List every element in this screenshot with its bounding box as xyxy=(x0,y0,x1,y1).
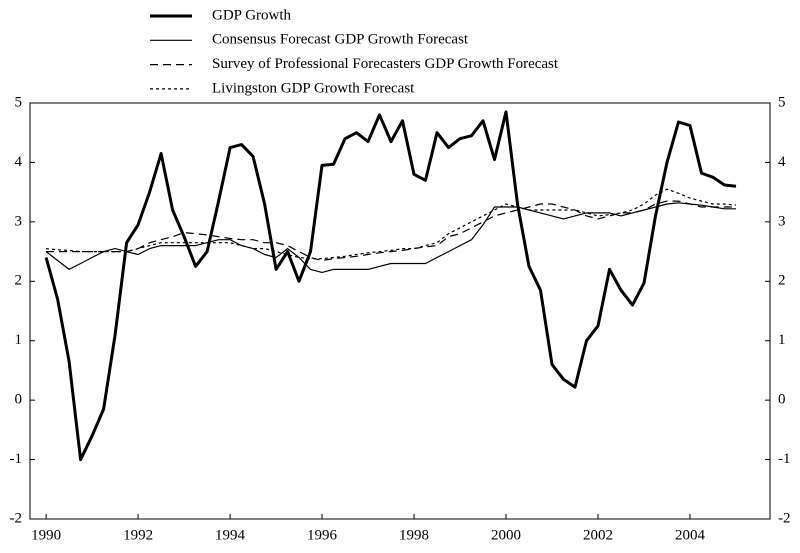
x-tick-label: 2004 xyxy=(675,527,706,543)
y-tick-label: -1 xyxy=(10,451,23,467)
x-tick-label: 1992 xyxy=(123,527,153,543)
y2-tick-label: 1 xyxy=(778,332,786,348)
y-tick-label: -2 xyxy=(10,510,23,526)
y2-tick-label: -1 xyxy=(778,451,791,467)
y2-tick-label: 3 xyxy=(778,213,786,229)
y-tick-label: 3 xyxy=(15,213,23,229)
y2-tick-label: 5 xyxy=(778,94,786,110)
y2-tick-label: -2 xyxy=(778,510,791,526)
series-line xyxy=(44,110,737,462)
y2-tick-label: 4 xyxy=(778,154,786,170)
series-line xyxy=(46,200,736,262)
y2-tick-label: 0 xyxy=(778,392,786,408)
plot-frame xyxy=(29,102,771,520)
x-tick-label: 1994 xyxy=(215,527,246,543)
x-tick-label: 1998 xyxy=(399,527,429,543)
legend-label: Survey of Professional Forecasters GDP G… xyxy=(212,56,559,72)
y-tick-label: 0 xyxy=(15,392,23,408)
legend-label: Consensus Forecast GDP Growth Forecast xyxy=(212,32,469,48)
legend-label: Livingston GDP Growth Forecast xyxy=(212,80,415,96)
series-line xyxy=(46,188,737,260)
y2-tick-label: 2 xyxy=(778,273,786,289)
series-line xyxy=(45,202,736,273)
x-tick-label: 1996 xyxy=(307,527,338,543)
x-tick-label: 2002 xyxy=(583,527,613,543)
x-tick-label: 2000 xyxy=(491,527,521,543)
legend-label: GDP Growth xyxy=(212,7,292,23)
x-tick-label: 1990 xyxy=(31,527,61,543)
y-tick-label: 2 xyxy=(15,273,23,289)
y-tick-label: 4 xyxy=(15,154,23,170)
y-tick-label: 1 xyxy=(15,332,23,348)
y-tick-label: 5 xyxy=(15,94,23,110)
